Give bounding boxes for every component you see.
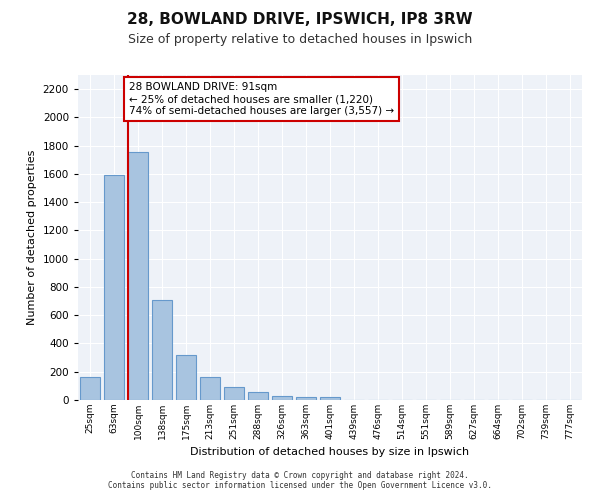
X-axis label: Distribution of detached houses by size in Ipswich: Distribution of detached houses by size … bbox=[190, 448, 470, 458]
Y-axis label: Number of detached properties: Number of detached properties bbox=[27, 150, 37, 325]
Bar bbox=[200, 378, 220, 400]
Bar bbox=[272, 396, 292, 400]
Bar bbox=[296, 397, 316, 400]
Text: 28, BOWLAND DRIVE, IPSWICH, IP8 3RW: 28, BOWLAND DRIVE, IPSWICH, IP8 3RW bbox=[127, 12, 473, 28]
Bar bbox=[152, 300, 172, 400]
Bar bbox=[104, 176, 124, 400]
Bar bbox=[224, 388, 244, 400]
Bar bbox=[320, 397, 340, 400]
Bar bbox=[80, 378, 100, 400]
Text: Contains HM Land Registry data © Crown copyright and database right 2024.
Contai: Contains HM Land Registry data © Crown c… bbox=[108, 470, 492, 490]
Bar bbox=[176, 356, 196, 400]
Bar bbox=[248, 392, 268, 400]
Text: 28 BOWLAND DRIVE: 91sqm
← 25% of detached houses are smaller (1,220)
74% of semi: 28 BOWLAND DRIVE: 91sqm ← 25% of detache… bbox=[129, 82, 394, 116]
Bar bbox=[128, 152, 148, 400]
Text: Size of property relative to detached houses in Ipswich: Size of property relative to detached ho… bbox=[128, 32, 472, 46]
